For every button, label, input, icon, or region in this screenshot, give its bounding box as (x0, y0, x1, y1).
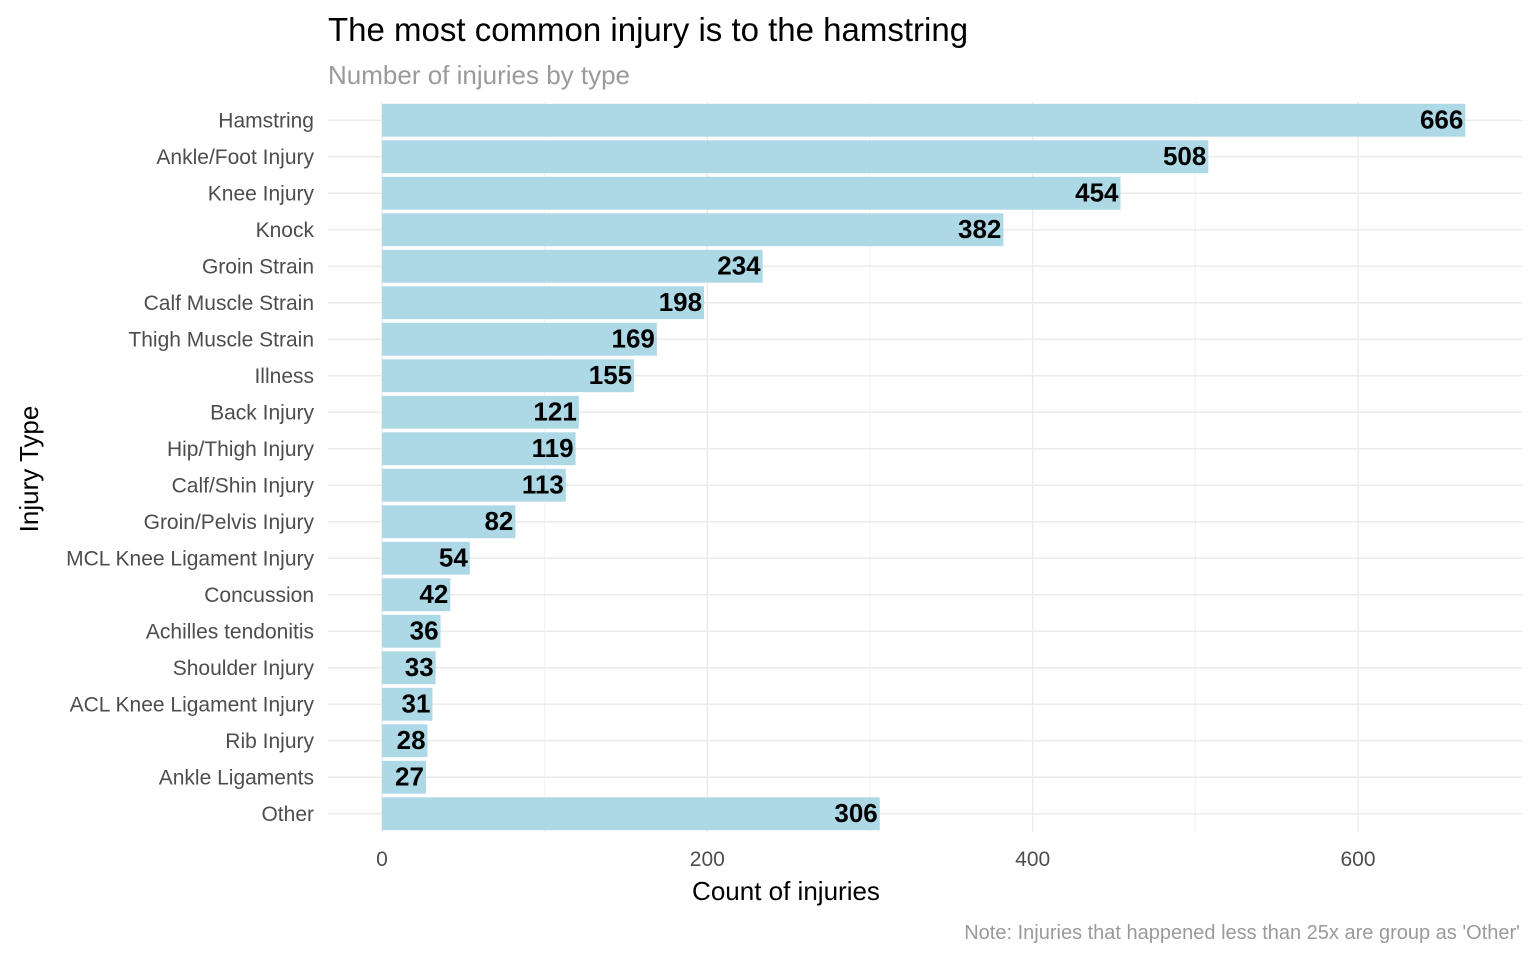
bar (382, 760, 426, 794)
x-tick-label: 0 (376, 848, 388, 871)
bar-value-label: 42 (419, 579, 448, 609)
bar-value-label: 119 (532, 433, 574, 463)
bar (382, 687, 433, 721)
bar-value-label: 121 (533, 396, 576, 426)
grid-lines (328, 102, 1522, 832)
bar (382, 213, 1004, 247)
bar (382, 578, 451, 612)
bars (382, 103, 1466, 831)
bar-value-label: 33 (405, 652, 434, 682)
bar-value-label: 454 (1075, 177, 1119, 207)
y-axis-title: Injury Type (14, 406, 44, 533)
y-tick-label: Achilles tendonitis (146, 620, 314, 643)
y-tick-label: Hip/Thigh Injury (167, 438, 315, 461)
y-tick-label: Ankle Ligaments (159, 766, 314, 789)
y-tick-label: Shoulder Injury (173, 657, 315, 680)
x-axis-title: Count of injuries (692, 876, 880, 906)
bar-value-label: 306 (834, 798, 877, 828)
y-tick-label: Rib Injury (225, 730, 314, 753)
bar-value-label: 155 (589, 360, 632, 390)
bar (382, 249, 763, 283)
y-tick-label: Hamstring (218, 109, 314, 132)
chart-title: The most common injury is to the hamstri… (328, 11, 968, 48)
bar-value-label: 82 (484, 506, 513, 536)
bar (382, 541, 470, 575)
y-tick-label: Other (261, 803, 314, 826)
bar (382, 797, 880, 831)
bar (382, 614, 441, 648)
bar-value-label: 36 (410, 615, 439, 645)
y-axis-tick-labels: Hamstring Ankle/Foot Injury Knee Injury Kno… (66, 109, 314, 826)
bar-value-label: 27 (395, 761, 424, 791)
x-tick-label: 400 (1015, 848, 1050, 871)
bar (382, 322, 657, 356)
bar (382, 176, 1121, 210)
bar (382, 395, 579, 429)
bar-value-label: 666 (1420, 104, 1463, 134)
chart-caption: Note: Injuries that happened less than 2… (964, 922, 1520, 944)
chart-subtitle: Number of injuries by type (328, 60, 630, 90)
y-tick-label: Ankle/Foot Injury (156, 146, 314, 169)
y-tick-label: Concussion (204, 584, 314, 607)
bar-value-label: 113 (522, 469, 564, 499)
y-tick-label: Knock (256, 219, 315, 242)
bar (382, 468, 566, 502)
bar-value-label: 31 (402, 688, 431, 718)
y-tick-label: Illness (254, 365, 314, 388)
y-tick-label: MCL Knee Ligament Injury (66, 547, 314, 570)
y-tick-label: Groin Strain (202, 255, 314, 278)
y-tick-label: Calf/Shin Injury (172, 474, 315, 497)
bar-value-label: 28 (397, 725, 426, 755)
bar-value-label: 198 (659, 287, 702, 317)
x-tick-label: 200 (690, 848, 725, 871)
y-tick-label: Groin/Pelvis Injury (144, 511, 315, 534)
bar-value-label: 508 (1163, 141, 1206, 171)
y-tick-label: Back Injury (210, 401, 314, 424)
bar (382, 103, 1466, 137)
bar (382, 286, 705, 320)
bar-value-label: 382 (958, 214, 1001, 244)
bar (382, 505, 516, 539)
y-tick-label: ACL Knee Ligament Injury (70, 693, 315, 716)
bar (382, 359, 635, 393)
bar (382, 651, 436, 685)
bar (382, 432, 576, 466)
y-tick-label: Calf Muscle Strain (144, 292, 314, 315)
bar-value-label: 169 (612, 323, 655, 353)
y-tick-label: Thigh Muscle Strain (128, 328, 314, 351)
bar-value-label: 234 (717, 250, 761, 280)
bar-value-label: 54 (439, 542, 468, 572)
bar (382, 140, 1209, 174)
y-tick-label: Knee Injury (208, 182, 315, 205)
bar (382, 724, 428, 758)
x-tick-label: 600 (1340, 848, 1375, 871)
x-axis-tick-labels: 0 200 400 600 (376, 848, 1375, 871)
